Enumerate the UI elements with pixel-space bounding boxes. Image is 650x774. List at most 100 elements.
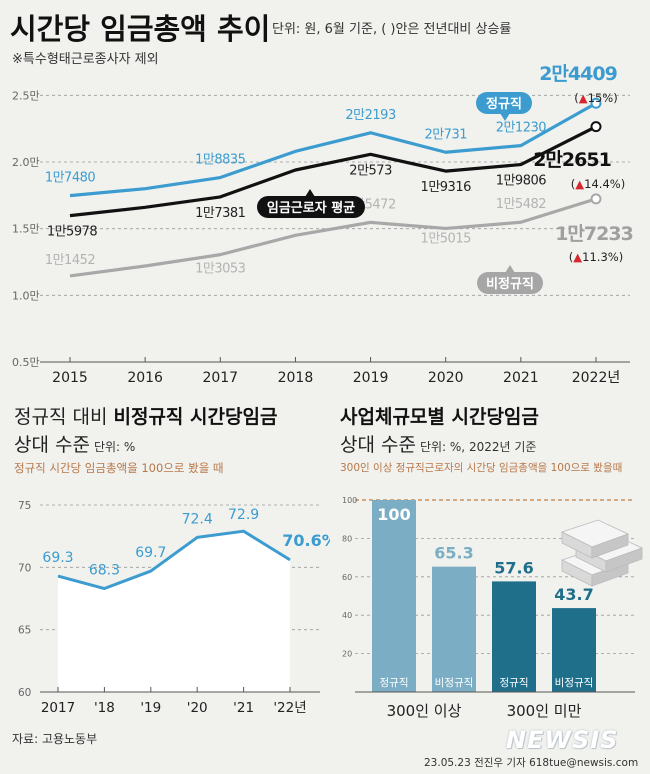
ratio-x-tick-label: '18 xyxy=(94,700,115,716)
credit-text: 23.05.23 전진우 기자 618tue@newsis.com xyxy=(424,757,639,769)
average-value-label: 1만9316 xyxy=(421,180,472,195)
right-panel-title: 사업체규모별 시간당임금 xyxy=(340,406,539,428)
wage-trend-chart: 0.5만 1.0만 1.5만 2.0만 2.5만 2015 2016 2017 2018 2019… xyxy=(12,63,634,386)
bar xyxy=(492,581,536,692)
regular-value-label: 2만1230 xyxy=(496,121,547,136)
right-panel-subtitle: 상대 수준 단위: %, 2022년 기준 xyxy=(340,434,537,456)
ratio-x-tick-label: '19 xyxy=(140,700,161,716)
left-panel-subtitle: 상대 수준 단위: % xyxy=(14,434,136,456)
ratio-area xyxy=(58,531,290,692)
y-tick-label: 0.5만 xyxy=(12,356,40,369)
bar-y-tick-label: 80 xyxy=(342,534,352,543)
x-tick-label: 2020 xyxy=(428,370,464,386)
right-panel-note: 300인 이상 정규직근로자의 시간당 임금총액을 100으로 봤을때 xyxy=(340,462,623,474)
bar xyxy=(372,500,416,692)
source-text: 자료: 고용노동부 xyxy=(12,732,98,746)
regular-value-label: 1만7480 xyxy=(45,171,96,186)
bar-y-tick-label: 100 xyxy=(342,496,357,505)
regular-legend-box xyxy=(476,92,532,114)
bar xyxy=(552,608,596,692)
bar-value-label: 43.7 xyxy=(554,585,593,604)
ratio-value-label: 72.4 xyxy=(182,511,213,527)
bar-y-tick-label: 40 xyxy=(342,611,352,620)
left-panel-title: 정규직 대비 비정규직 시간당임금 xyxy=(14,406,278,428)
ratio-x-tick-label: '21 xyxy=(233,700,254,716)
x-tick-label: 2015 xyxy=(52,370,88,386)
average-series-line xyxy=(69,125,597,218)
ratio-value-label: 68.3 xyxy=(89,563,120,579)
regular-final-value: 2만4409 xyxy=(539,63,617,85)
nonregular-value-label: 1만1452 xyxy=(45,253,95,268)
bar-category-label: 비정규직 xyxy=(435,677,474,689)
bar-y-tick-label: 60 xyxy=(342,573,352,582)
regular-endpoint xyxy=(590,97,602,109)
ratio-value-label: 70.6% xyxy=(282,531,330,550)
bar-category-label: 정규직 xyxy=(380,677,409,689)
ratio-line xyxy=(57,529,291,591)
regular-value-label: 1만8835 xyxy=(195,153,246,168)
y-tick-label: 2.5만 xyxy=(12,89,40,102)
regular-legend-pointer xyxy=(500,113,510,121)
average-final-value: 2만2651 xyxy=(533,149,611,171)
average-legend-pointer xyxy=(305,189,315,197)
bar-category-label: 정규직 xyxy=(500,677,529,689)
ratio-y-tick-label: 75 xyxy=(18,500,31,512)
ratio-y-tick-label: 60 xyxy=(18,687,31,699)
regular-change-label: (▲15%) xyxy=(574,91,617,105)
nonregular-ratio-chart: 60 65 70 75 69.3 2017 68.3 '18 69.7 '19 72.4 '20 72.… xyxy=(18,500,330,716)
x-tick-label: 2019 xyxy=(353,370,389,386)
left-panel-note: 정규직 시간당 임금총액을 100으로 봤을 때 xyxy=(14,461,224,475)
bar-value-label: 57.6 xyxy=(494,558,533,577)
bar xyxy=(432,566,476,692)
x-tick-label: 2017 xyxy=(202,370,238,386)
nonregular-endpoint xyxy=(590,193,602,205)
money-stack-icon xyxy=(560,519,644,587)
ratio-x-tick-label: '22년 xyxy=(273,700,306,716)
y-tick-label: 1.0만 xyxy=(12,289,40,302)
y-tick-label: 1.5만 xyxy=(12,223,40,236)
nonregular-legend-pointer xyxy=(505,265,515,273)
page-title: 시간당 임금총액 추이 xyxy=(10,12,271,46)
bar-category-label: 비정규직 xyxy=(555,677,594,689)
x-tick-label: 2018 xyxy=(278,370,314,386)
ratio-y-tick-label: 70 xyxy=(18,562,31,574)
x-tick-label: 2016 xyxy=(127,370,163,386)
average-legend-box xyxy=(257,196,365,218)
nonregular-series-line xyxy=(69,197,597,278)
average-value-label: 1만5978 xyxy=(47,225,98,240)
nonregular-value-label: 1만5015 xyxy=(421,231,472,246)
regular-legend-label: 정규직 xyxy=(486,96,522,112)
newsis-logo: NEWSIS xyxy=(506,726,619,754)
regular-value-label: 2만2193 xyxy=(345,108,396,123)
ratio-y-tick-label: 65 xyxy=(18,625,31,637)
average-value-label: 2만573 xyxy=(349,163,392,178)
average-endpoint xyxy=(590,121,602,133)
nonregular-change-label: (▲11.3%) xyxy=(569,250,623,264)
bar-value-label: 65.3 xyxy=(434,544,473,563)
nonregular-value-label: 1만5482 xyxy=(496,197,546,212)
ratio-value-label: 69.7 xyxy=(135,545,166,561)
average-legend-label: 임금근로자 평균 xyxy=(267,200,355,216)
nonregular-final-value: 1만7233 xyxy=(555,223,633,245)
ratio-value-label: 72.9 xyxy=(228,507,259,523)
bar-group-label: 300인 미만 xyxy=(507,702,582,720)
ratio-x-tick-label: 2017 xyxy=(41,700,75,716)
bar-value-label: 100 xyxy=(377,505,410,524)
ratio-x-tick-label: '20 xyxy=(187,700,208,716)
bar-group-label: 300인 이상 xyxy=(387,702,462,720)
regular-series-line xyxy=(69,101,597,198)
x-tick-label: 2022년 xyxy=(572,370,621,386)
ratio-value-label: 69.3 xyxy=(42,550,73,566)
firm-size-bar-chart: 20 40 60 80 100 100 정규직 65.3 비정규직 57.6 정규직 43.7 비정규직… xyxy=(342,496,644,720)
average-value-label: 1만9806 xyxy=(496,174,547,189)
nonregular-legend-box xyxy=(477,272,543,294)
nonregular-value-label: 1만3053 xyxy=(195,262,246,277)
unit-note: 단위: 원, 6월 기준, ( )안은 전년대비 상승률 xyxy=(272,22,512,37)
bar-y-tick-label: 20 xyxy=(342,650,352,659)
x-tick-label: 2021 xyxy=(503,370,539,386)
nonregular-legend-label: 비정규직 xyxy=(486,276,534,292)
y-tick-label: 2.0만 xyxy=(12,156,40,169)
regular-value-label: 2만731 xyxy=(424,127,467,142)
average-change-label: (▲14.4%) xyxy=(571,177,625,191)
average-value-label: 1만7381 xyxy=(195,206,246,221)
